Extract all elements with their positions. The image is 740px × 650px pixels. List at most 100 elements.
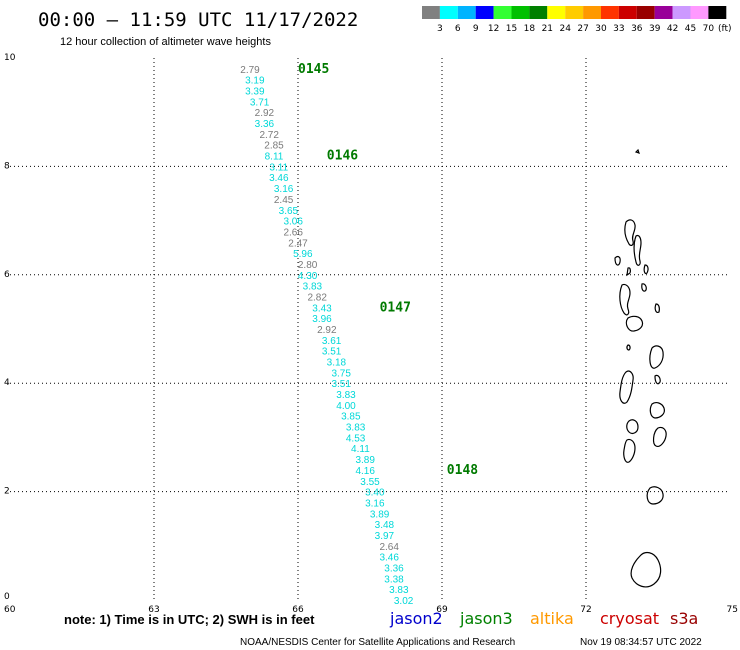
wave-height-point: 3.83 xyxy=(336,390,356,401)
pass-label: 0146 xyxy=(327,149,358,164)
legend-swatch xyxy=(529,6,548,19)
wave-height-point: 3.65 xyxy=(279,206,299,217)
wave-height-point: 3.51 xyxy=(331,379,351,390)
legend-swatch xyxy=(690,6,709,19)
wave-height-point: 3.89 xyxy=(370,509,390,520)
x-tick-label: 60 xyxy=(4,605,16,615)
legend-label: 33 xyxy=(613,24,624,34)
wave-height-point: 3.85 xyxy=(341,412,361,423)
wave-height-point: 2.85 xyxy=(264,141,284,152)
legend-label: 6 xyxy=(455,24,461,34)
wave-height-point: 3.16 xyxy=(274,184,294,195)
wave-height-point: 2.64 xyxy=(379,542,399,553)
wave-height-point: 3.39 xyxy=(245,87,265,98)
footer-note: note: 1) Time is in UTC; 2) SWH is in fe… xyxy=(64,612,315,627)
wave-height-labels: 2.793.193.393.712.923.362.722.858.113.11… xyxy=(240,65,414,607)
map-title: 00:00 – 11:59 UTC 11/17/2022 xyxy=(38,9,358,31)
wave-height-point: 3.16 xyxy=(365,498,385,509)
legend-label: 30 xyxy=(595,24,607,34)
legend-label: 18 xyxy=(524,24,536,34)
legend-swatch xyxy=(493,6,512,19)
satellite-cryosat: cryosat xyxy=(600,609,659,628)
wave-height-point: 4.53 xyxy=(346,433,366,444)
legend-label: 42 xyxy=(667,24,678,34)
axis-tick-labels: 60 63 66 69 72 75 0 2 4 6 8 10 xyxy=(4,53,738,615)
legend-label: 70 xyxy=(703,24,715,34)
footer-timestamp: Nov 19 08:34:57 UTC 2022 xyxy=(580,637,702,648)
x-tick-label: 69 xyxy=(436,605,448,615)
wave-height-point: 3.46 xyxy=(269,173,289,184)
wave-height-point: 3.75 xyxy=(331,368,351,379)
wave-height-point: 3.83 xyxy=(389,585,409,596)
wave-height-point: 3.36 xyxy=(255,119,275,130)
wave-height-point: 3.19 xyxy=(245,76,265,87)
wave-height-point: 2.79 xyxy=(240,65,260,76)
wave-height-point: 4.11 xyxy=(351,444,370,455)
pass-label: 0147 xyxy=(380,300,411,315)
x-tick-label: 75 xyxy=(727,605,738,615)
satellite-legend: jason2 jason3 altika cryosat s3a xyxy=(389,609,698,628)
satellite-s3a: s3a xyxy=(670,609,698,628)
wave-height-point: 4.16 xyxy=(355,466,375,477)
wave-height-point: 3.51 xyxy=(322,347,342,358)
pass-label: 0148 xyxy=(447,463,478,478)
legend-swatch xyxy=(511,6,530,19)
wave-height-point: 2.45 xyxy=(274,195,294,206)
wave-height-point: 3.46 xyxy=(379,553,399,564)
wave-height-point: 3.38 xyxy=(384,574,404,585)
wave-height-point: 3.83 xyxy=(303,282,323,293)
y-tick-label: 0 xyxy=(4,592,10,602)
wave-height-point: 3.11 xyxy=(269,162,288,173)
wave-height-point: 8.11 xyxy=(265,152,284,163)
wave-height-point: 4.00 xyxy=(336,401,356,412)
legend-unit: (ft) xyxy=(718,24,732,34)
wave-height-point: 3.97 xyxy=(375,531,395,542)
x-tick-label: 72 xyxy=(580,605,591,615)
satellite-altika: altika xyxy=(530,609,574,628)
wave-height-point: 2.92 xyxy=(255,108,275,119)
wave-height-point: 3.71 xyxy=(250,97,270,108)
map-subtitle: 12 hour collection of altimeter wave hei… xyxy=(60,36,271,48)
legend-label: 45 xyxy=(685,24,696,34)
y-tick-label: 2 xyxy=(4,487,10,497)
legend-label: 39 xyxy=(649,24,661,34)
wave-height-point: 3.96 xyxy=(312,314,332,325)
wave-height-point: 3.89 xyxy=(355,455,375,466)
legend-label: 12 xyxy=(488,24,499,34)
wave-height-point: 2.47 xyxy=(288,238,308,249)
legend-label: 36 xyxy=(631,24,643,34)
wave-height-point: 3.36 xyxy=(384,563,404,574)
legend-swatch xyxy=(636,6,655,19)
pass-number-labels: 0145 0146 0147 0148 xyxy=(298,62,478,478)
legend-swatch xyxy=(583,6,601,19)
wave-height-point: 2.80 xyxy=(298,260,318,271)
y-tick-label: 4 xyxy=(4,378,10,388)
legend-swatch xyxy=(618,6,637,19)
wave-height-point: 2.82 xyxy=(307,292,327,303)
legend-label: 24 xyxy=(559,24,571,34)
wave-height-point: 3.43 xyxy=(312,303,332,314)
pass-label: 0145 xyxy=(298,62,329,77)
wave-height-point: 3.40 xyxy=(365,488,385,499)
legend-swatch xyxy=(654,6,673,19)
legend-swatch xyxy=(439,6,458,19)
wave-height-point: 2.66 xyxy=(283,227,303,238)
wave-height-point: 3.02 xyxy=(394,596,414,607)
wave-height-point: 3.55 xyxy=(360,477,380,488)
legend-swatch xyxy=(457,6,476,19)
legend-swatch xyxy=(565,6,584,19)
wave-height-point: 4.30 xyxy=(298,271,318,282)
satellite-jason3: jason3 xyxy=(459,609,513,628)
legend-swatch xyxy=(475,6,494,19)
maldives-island-outlines xyxy=(614,148,667,588)
legend-label: 3 xyxy=(437,24,443,34)
legend-swatch xyxy=(422,6,440,19)
grid-lines xyxy=(10,58,730,600)
wave-height-point: 3.83 xyxy=(346,423,366,434)
wave-height-point: 3.48 xyxy=(375,520,395,531)
wave-height-point: 3.18 xyxy=(327,358,347,369)
legend-label: 27 xyxy=(577,24,588,34)
legend-label: 9 xyxy=(473,24,479,34)
satellite-jason2: jason2 xyxy=(389,609,443,628)
